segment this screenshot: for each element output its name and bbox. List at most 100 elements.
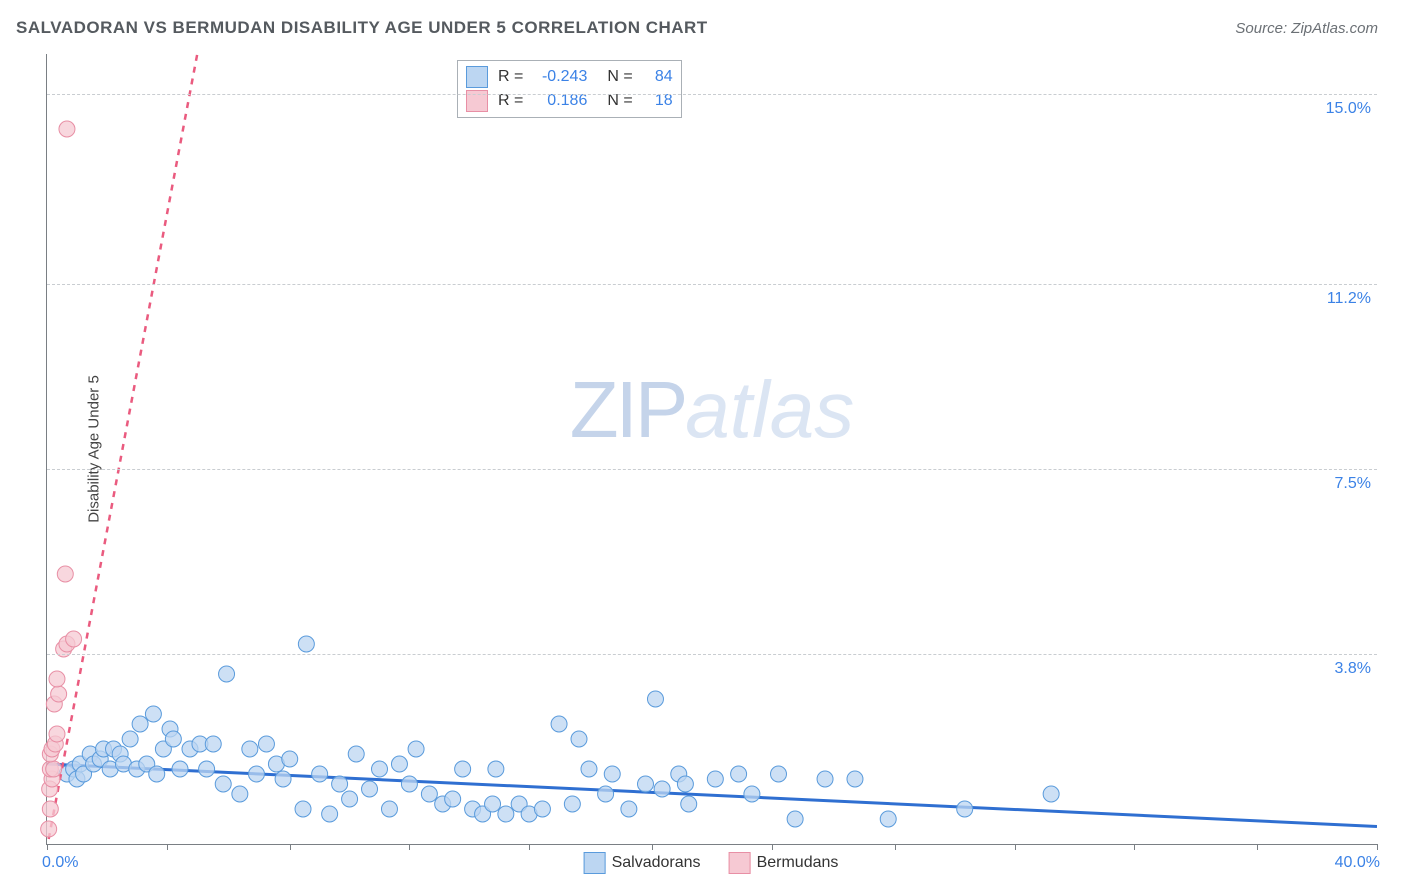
point-salvadorans xyxy=(847,771,863,787)
point-salvadorans xyxy=(205,736,221,752)
point-bermudans xyxy=(57,566,73,582)
point-salvadorans xyxy=(534,801,550,817)
legend-r-value: 0.186 xyxy=(533,89,587,113)
point-bermudans xyxy=(66,631,82,647)
x-tick xyxy=(1257,844,1258,850)
gridline xyxy=(47,469,1377,470)
chart-source: Source: ZipAtlas.com xyxy=(1235,20,1378,37)
x-tick xyxy=(290,844,291,850)
x-axis-max-label: 40.0% xyxy=(1335,854,1380,872)
point-salvadorans xyxy=(242,741,258,757)
point-salvadorans xyxy=(322,806,338,822)
point-bermudans xyxy=(49,671,65,687)
x-tick xyxy=(1377,844,1378,850)
point-salvadorans xyxy=(880,811,896,827)
point-salvadorans xyxy=(421,786,437,802)
legend-label-salvadorans: Salvadorans xyxy=(612,854,701,871)
point-salvadorans xyxy=(731,766,747,782)
point-salvadorans xyxy=(771,766,787,782)
point-salvadorans xyxy=(381,801,397,817)
point-salvadorans xyxy=(401,776,417,792)
point-salvadorans xyxy=(165,731,181,747)
point-salvadorans xyxy=(132,716,148,732)
x-tick xyxy=(895,844,896,850)
x-tick xyxy=(167,844,168,850)
chart-title: SALVADORAN VS BERMUDAN DISABILITY AGE UN… xyxy=(16,18,708,38)
legend-n-value: 18 xyxy=(643,89,673,113)
point-salvadorans xyxy=(455,761,471,777)
legend-r-value: -0.243 xyxy=(533,65,587,89)
legend-top-row-salvadorans: R = -0.243 N = 84 xyxy=(466,65,673,89)
legend-bottom-item-salvadorans: Salvadorans xyxy=(584,852,701,874)
point-salvadorans xyxy=(298,636,314,652)
point-salvadorans xyxy=(581,761,597,777)
point-salvadorans xyxy=(604,766,620,782)
gridline xyxy=(47,284,1377,285)
gridline xyxy=(47,654,1377,655)
point-salvadorans xyxy=(498,806,514,822)
point-bermudans xyxy=(46,761,62,777)
y-tick-label: 7.5% xyxy=(1335,475,1371,493)
point-salvadorans xyxy=(621,801,637,817)
legend-correlation: R = -0.243 N = 84 R = 0.186 N = 18 xyxy=(457,60,682,118)
point-salvadorans xyxy=(408,741,424,757)
point-salvadorans xyxy=(232,786,248,802)
point-salvadorans xyxy=(362,781,378,797)
point-salvadorans xyxy=(122,731,138,747)
point-salvadorans xyxy=(1043,786,1059,802)
point-salvadorans xyxy=(199,761,215,777)
plot-area: ZIPatlas R =-0.243N =84R =0.186N =18 3.8… xyxy=(46,54,1377,845)
point-salvadorans xyxy=(391,756,407,772)
x-tick xyxy=(409,844,410,850)
point-bermudans xyxy=(41,821,57,837)
point-salvadorans xyxy=(332,776,348,792)
x-tick xyxy=(47,844,48,850)
source-prefix: Source: xyxy=(1235,20,1291,37)
point-salvadorans xyxy=(215,776,231,792)
point-salvadorans xyxy=(258,736,274,752)
point-salvadorans xyxy=(485,796,501,812)
x-tick xyxy=(1015,844,1016,850)
point-salvadorans xyxy=(681,796,697,812)
legend-n-label: N = xyxy=(607,89,632,113)
point-salvadorans xyxy=(219,666,235,682)
point-salvadorans xyxy=(571,731,587,747)
point-salvadorans xyxy=(488,761,504,777)
legend-r-label: R = xyxy=(498,89,523,113)
point-salvadorans xyxy=(312,766,328,782)
point-bermudans xyxy=(42,801,58,817)
point-salvadorans xyxy=(564,796,580,812)
plot-wrap: Disability Age Under 5 ZIPatlas R =-0.24… xyxy=(46,54,1376,844)
point-salvadorans xyxy=(172,761,188,777)
legend-series: Salvadorans Bermudans xyxy=(584,852,839,874)
point-bermudans xyxy=(59,121,75,137)
point-salvadorans xyxy=(372,761,388,777)
y-tick-label: 11.2% xyxy=(1327,290,1371,308)
x-axis-min-label: 0.0% xyxy=(42,854,78,872)
x-tick xyxy=(529,844,530,850)
point-bermudans xyxy=(49,726,65,742)
legend-n-label: N = xyxy=(607,65,632,89)
point-salvadorans xyxy=(445,791,461,807)
point-salvadorans xyxy=(348,746,364,762)
point-salvadorans xyxy=(342,791,358,807)
point-salvadorans xyxy=(598,786,614,802)
x-tick xyxy=(1134,844,1135,850)
point-salvadorans xyxy=(647,691,663,707)
point-salvadorans xyxy=(957,801,973,817)
y-tick-label: 15.0% xyxy=(1326,100,1371,118)
legend-r-label: R = xyxy=(498,65,523,89)
point-salvadorans xyxy=(744,786,760,802)
point-salvadorans xyxy=(551,716,567,732)
point-salvadorans xyxy=(295,801,311,817)
legend-swatch-bermudans xyxy=(729,852,751,874)
point-salvadorans xyxy=(787,811,803,827)
gridline xyxy=(47,94,1377,95)
legend-n-value: 84 xyxy=(643,65,673,89)
point-salvadorans xyxy=(654,781,670,797)
legend-bottom-item-bermudans: Bermudans xyxy=(729,852,839,874)
point-salvadorans xyxy=(149,766,165,782)
point-salvadorans xyxy=(248,766,264,782)
legend-swatch-salvadorans xyxy=(584,852,606,874)
point-salvadorans xyxy=(282,751,298,767)
